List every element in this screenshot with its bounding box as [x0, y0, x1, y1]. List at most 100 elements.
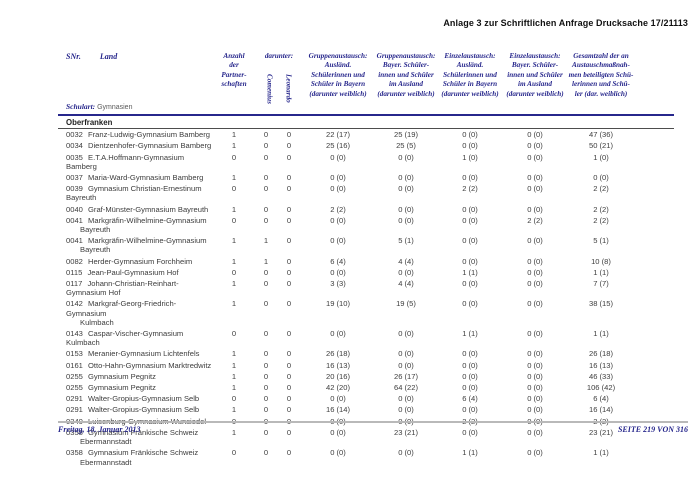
value-einzelaustausch-auslaend: 1 (1) [462, 329, 478, 339]
value-gesamtzahl: 47 (36) [588, 130, 614, 140]
value-gruppenaustausch-bayer: 5 (1) [398, 236, 414, 246]
value-einzelaustausch-auslaend: 0 (0) [462, 279, 478, 289]
value-gruppenaustausch-bayer: 0 (0) [398, 360, 414, 370]
table-row: 0142 Markgraf-Georg-Friedrich-Gymnasium K… [58, 298, 674, 328]
value-einzelaustausch-auslaend: 1 (0) [462, 152, 478, 162]
table-row: 0358 Gymnasium Fränkische Schweiz Eberman… [58, 447, 674, 467]
value-leonardo: 0 [286, 448, 292, 458]
school-number: 0255 [66, 383, 86, 393]
value-einzelaustausch-auslaend: 1 (1) [462, 267, 478, 277]
school-number: 0255 [66, 371, 86, 381]
value-anzahl-partnerschaften: 1 [231, 360, 237, 370]
value-comenius: 0 [263, 405, 269, 415]
school-cell: 0142 Markgraf-Georg-Friedrich-Gymnasium K… [58, 298, 212, 328]
school-name: Markgräfin-Wilhelmine-Gymnasium [88, 236, 207, 246]
value-leonardo: 0 [286, 141, 292, 151]
school-cell: 0034 Dientzenhofer-Gymnasium Bamberg [58, 140, 212, 151]
school-number: 0115 [66, 267, 85, 277]
value-einzelaustausch-auslaend: 0 (0) [462, 173, 478, 183]
table-row: 0291 Walter-Gropius-Gymnasium Selb 1 0 0… [58, 404, 674, 415]
table-row: 0153 Meranier-Gymnasium Lichtenfels 1 0 … [58, 348, 674, 359]
school-number: 0035 [66, 152, 86, 162]
col-header-darunter: darunter: Comenius Leonardo [256, 52, 302, 116]
value-comenius: 0 [263, 329, 269, 339]
value-einzelaustausch-auslaend: 0 (0) [462, 204, 478, 214]
value-comenius: 0 [263, 152, 269, 162]
footer-page-number: SEITE 219 VON 316 [617, 425, 688, 434]
value-gruppenaustausch-bayer: 0 (0) [398, 215, 414, 225]
value-leonardo: 0 [286, 299, 292, 309]
school-cell: 0291 Walter-Gropius-Gymnasium Selb [58, 393, 212, 404]
value-gruppenaustausch-auslaend: 42 (20) [325, 383, 351, 393]
table-row: 0040 Graf-Münster-Gymnasium Bayreuth 1 0… [58, 204, 674, 215]
value-gesamtzahl: 38 (15) [588, 299, 614, 309]
school-name-line2: Bayreuth [80, 245, 111, 255]
col-header-anzahl-partnerschaften: Anzahl der Partner- schaften [212, 52, 256, 116]
school-number: 0291 [66, 394, 86, 404]
value-anzahl-partnerschaften: 1 [231, 256, 237, 266]
value-anzahl-partnerschaften: 0 [231, 184, 237, 194]
value-einzelaustausch-bayer: 2 (2) [527, 215, 543, 225]
value-anzahl-partnerschaften: 0 [231, 152, 237, 162]
value-gruppenaustausch-bayer: 0 (0) [398, 394, 414, 404]
table-row: 0034 Dientzenhofer-Gymnasium Bamberg 1 0… [58, 140, 674, 151]
exchange-report-table: SNr. Land Schulart: Gymnasien Anzahl der… [58, 52, 674, 468]
value-gruppenaustausch-bayer: 0 (0) [398, 184, 414, 194]
school-cell: 0037 Maria-Ward-Gymnasium Bamberg [58, 172, 212, 183]
school-name-line2: Ebermannstadt [80, 437, 132, 447]
value-einzelaustausch-bayer: 0 (0) [527, 349, 543, 359]
value-leonardo: 0 [286, 152, 292, 162]
value-comenius: 0 [263, 448, 269, 458]
school-name: Jean-Paul-Gymnasium Hof [87, 267, 179, 277]
value-gruppenaustausch-bayer: 25 (5) [396, 141, 416, 151]
value-einzelaustausch-bayer: 0 (0) [527, 394, 543, 404]
school-cell: 0117 Johann-Christian-Reinhart-Gymnasium… [58, 278, 212, 298]
value-anzahl-partnerschaften: 1 [231, 427, 237, 437]
value-comenius: 0 [263, 299, 269, 309]
school-number: 0291 [66, 405, 86, 415]
value-gruppenaustausch-bayer: 0 (0) [398, 152, 414, 162]
table-row: 0255 Gymnasium Pegnitz 1 0 0 20 (16) 26 … [58, 371, 674, 382]
value-gruppenaustausch-bayer: 19 (5) [396, 299, 416, 309]
value-einzelaustausch-auslaend: 0 (0) [462, 236, 478, 246]
col-header-land: Land [99, 52, 118, 61]
value-einzelaustausch-auslaend: 0 (0) [462, 256, 478, 266]
value-comenius: 0 [263, 184, 269, 194]
value-anzahl-partnerschaften: 1 [231, 405, 237, 415]
school-cell: 0255 Gymnasium Pegnitz [58, 371, 212, 382]
value-anzahl-partnerschaften: 1 [231, 204, 237, 214]
school-number: 0034 [66, 141, 86, 151]
school-name: Caspar-Vischer-Gymnasium Kulmbach [66, 329, 184, 348]
school-name: Gymnasium Pegnitz [88, 371, 156, 381]
table-row: 0032 Franz-Ludwig-Gymnasium Bamberg 1 0 … [58, 129, 674, 141]
value-gesamtzahl: 23 (21) [588, 427, 614, 437]
table-row: 0082 Herder-Gymnasium Forchheim 1 1 0 6 … [58, 256, 674, 267]
value-gruppenaustausch-auslaend: 26 (18) [325, 349, 351, 359]
table-row: 0161 Otto-Hahn-Gymnasium Marktredwitz 1 … [58, 360, 674, 371]
value-einzelaustausch-auslaend: 0 (0) [462, 215, 478, 225]
value-einzelaustausch-bayer: 0 (0) [527, 236, 543, 246]
value-gesamtzahl: 7 (7) [593, 279, 609, 289]
value-comenius: 1 [263, 236, 269, 246]
value-leonardo: 0 [286, 427, 292, 437]
school-cell: 0082 Herder-Gymnasium Forchheim [58, 256, 212, 267]
col-header-leonardo: Leonardo [284, 74, 293, 104]
school-name: Maria-Ward-Gymnasium Bamberg [88, 173, 204, 183]
value-einzelaustausch-bayer: 0 (0) [527, 279, 543, 289]
value-leonardo: 0 [286, 256, 292, 266]
value-gesamtzahl: 1 (1) [593, 448, 609, 458]
value-leonardo: 0 [286, 215, 292, 225]
school-number: 0037 [66, 173, 86, 183]
schulart-value: Gymnasien [97, 104, 133, 111]
value-einzelaustausch-auslaend: 6 (4) [462, 394, 478, 404]
value-gruppenaustausch-bayer: 26 (17) [393, 371, 419, 381]
value-anzahl-partnerschaften: 1 [231, 141, 237, 151]
col-header-snr: SNr. [66, 52, 81, 61]
school-cell: 0039 Gymnasium Christian-Ernestinum Bayr… [58, 183, 212, 203]
table-row: 0358 Gymnasium Fränkische Schweiz Eberman… [58, 427, 674, 447]
table-row: 0037 Maria-Ward-Gymnasium Bamberg 1 0 0 … [58, 172, 674, 183]
value-gesamtzahl: 50 (21) [588, 141, 614, 151]
value-anzahl-partnerschaften: 0 [231, 448, 237, 458]
value-einzelaustausch-auslaend: 0 (0) [462, 405, 478, 415]
